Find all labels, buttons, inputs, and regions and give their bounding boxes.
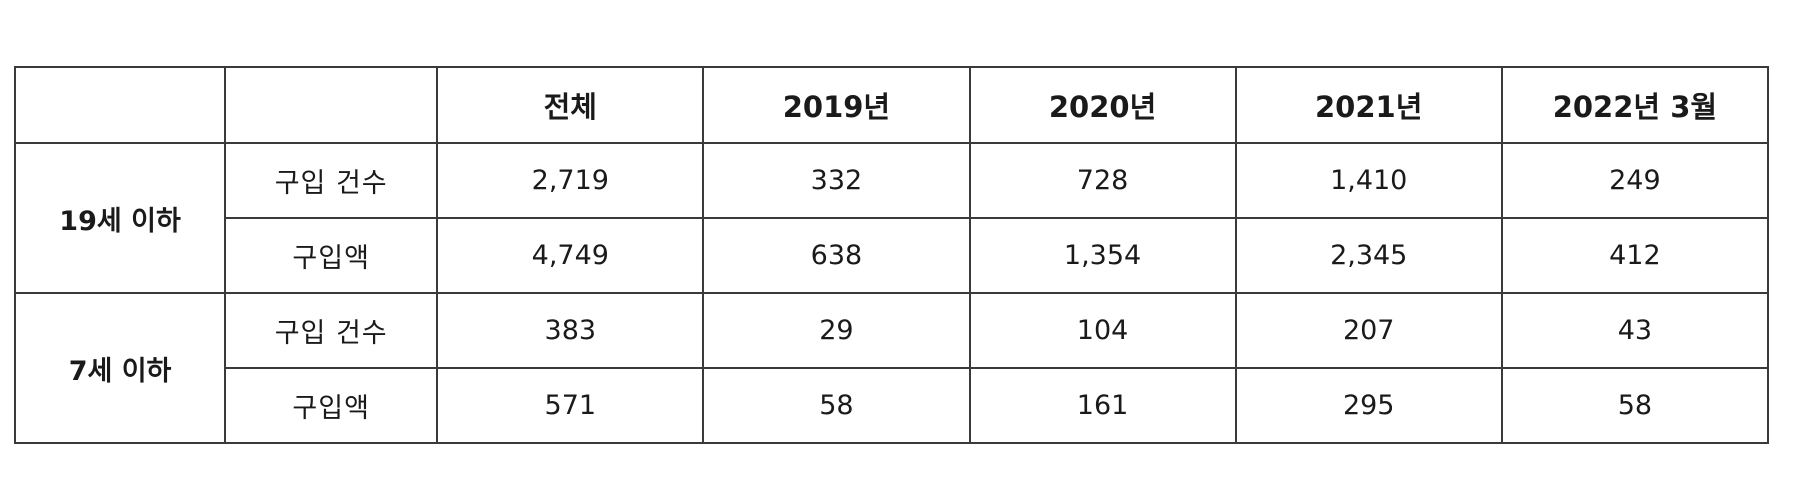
header-cell-group (13, 66, 227, 144)
value-cell: 332 (702, 142, 971, 219)
value-cell: 1,410 (1234, 142, 1503, 219)
value-cell: 249 (1500, 142, 1770, 219)
header-cell-2021: 2021년 (1234, 66, 1503, 144)
header-cell-total: 전체 (436, 66, 705, 144)
table-row: 구입액 4,749 638 1,354 2,345 412 (15, 217, 1770, 294)
header-cell-metric (224, 66, 439, 144)
value-cell: 207 (1234, 292, 1503, 369)
header-row: 전체 2019년 2020년 2021년 2022년 3월 (13, 66, 1770, 144)
purchase-stats-table: 전체 2019년 2020년 2021년 2022년 3월 19세 이하 구입 … (13, 66, 1770, 444)
header-cell-2020: 2020년 (968, 66, 1237, 144)
group-label: 19세 이하 (13, 142, 227, 294)
value-cell: 58 (702, 367, 971, 444)
value-cell: 2,719 (436, 142, 705, 219)
value-cell: 728 (968, 142, 1237, 219)
metric-label: 구입 건수 (224, 142, 439, 219)
value-cell: 638 (702, 217, 971, 294)
metric-label: 구입 건수 (224, 292, 439, 369)
value-cell: 1,354 (968, 217, 1237, 294)
value-cell: 104 (968, 292, 1237, 369)
value-cell: 161 (968, 367, 1237, 444)
metric-label: 구입액 (224, 217, 439, 294)
data-table-container: 전체 2019년 2020년 2021년 2022년 3월 19세 이하 구입 … (13, 66, 1770, 444)
table-row: 구입액 571 58 161 295 58 (15, 367, 1770, 444)
value-cell: 43 (1500, 292, 1770, 369)
metric-label: 구입액 (224, 367, 439, 444)
value-cell: 412 (1500, 217, 1770, 294)
value-cell: 571 (436, 367, 705, 444)
group-label: 7세 이하 (13, 292, 227, 444)
value-cell: 4,749 (436, 217, 705, 294)
table-row: 19세 이하 구입 건수 2,719 332 728 1,410 249 (13, 142, 1770, 294)
value-cell: 2,345 (1234, 217, 1503, 294)
header-cell-2019: 2019년 (702, 66, 971, 144)
value-cell: 295 (1234, 367, 1503, 444)
header-cell-2022-mar: 2022년 3월 (1500, 66, 1770, 144)
value-cell: 58 (1500, 367, 1770, 444)
value-cell: 29 (702, 292, 971, 369)
value-cell: 383 (436, 292, 705, 369)
table-row: 7세 이하 구입 건수 383 29 104 207 43 (13, 292, 1770, 444)
